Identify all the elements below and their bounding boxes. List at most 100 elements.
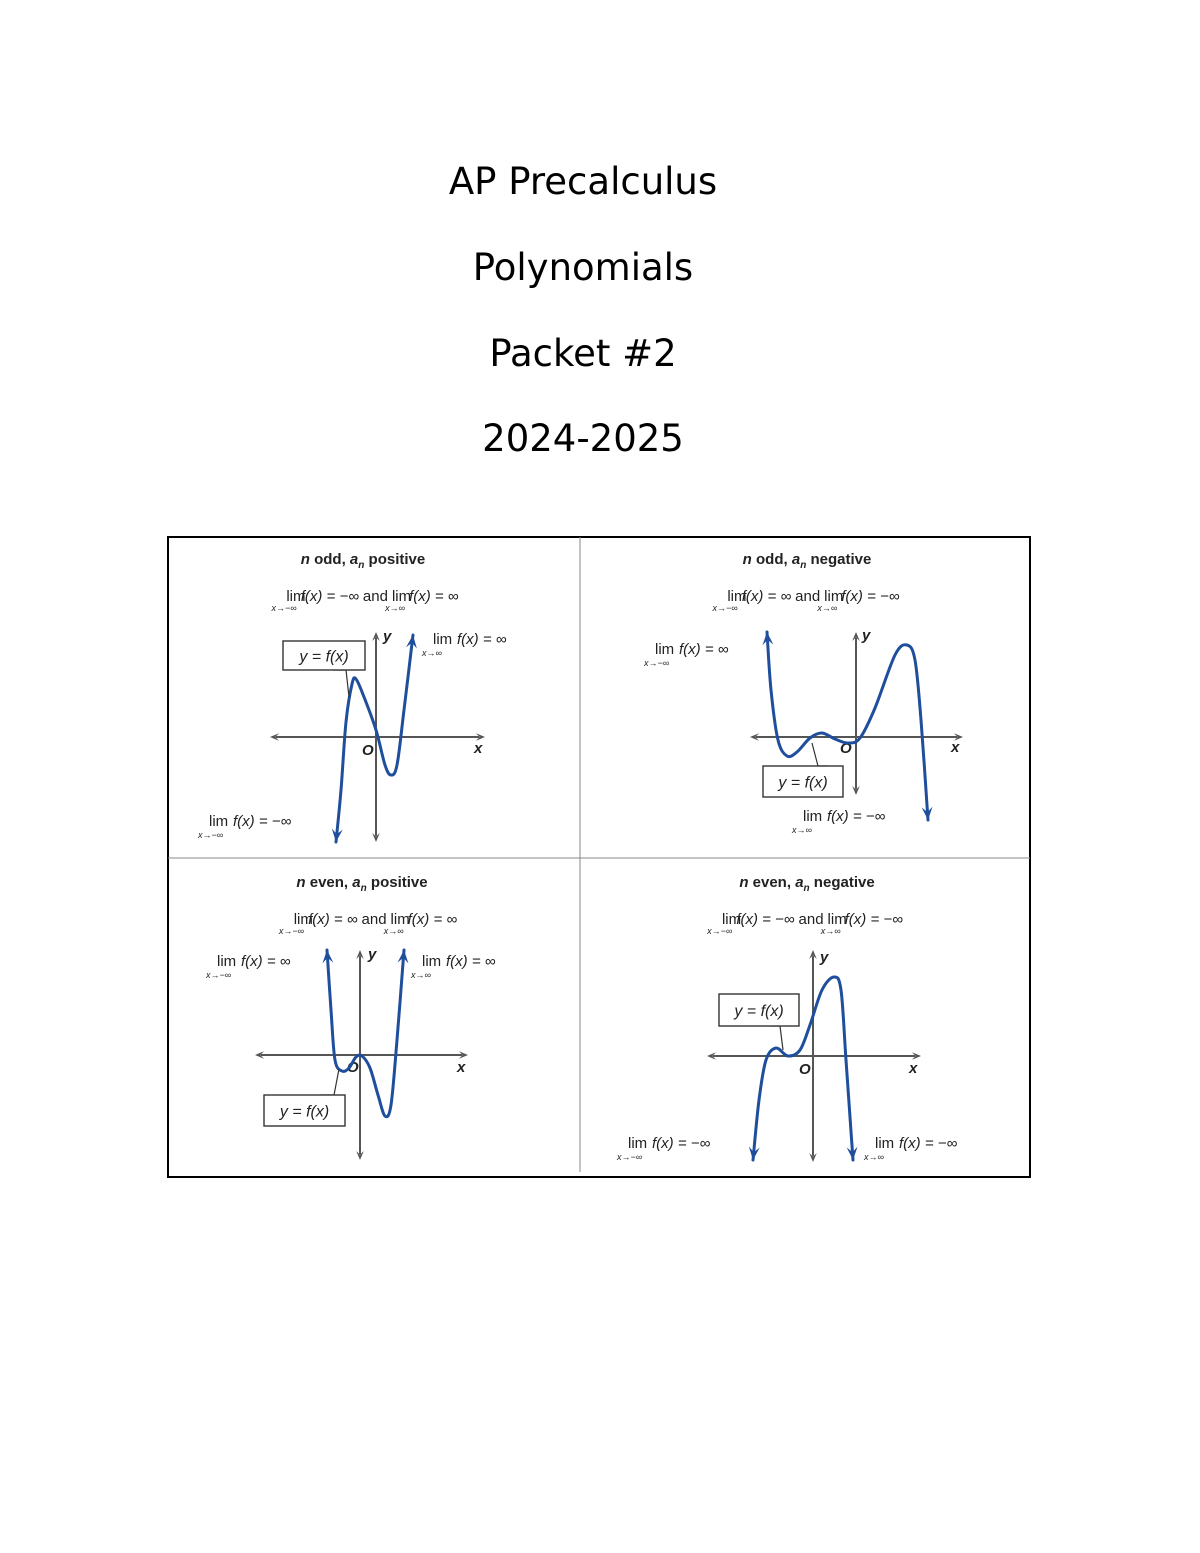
limit-expression: f(x) = −∞ [899, 1135, 958, 1152]
title-text: even, [306, 874, 353, 891]
x-axis-left-arrow-icon [270, 733, 279, 741]
x-axis-left-arrow-icon [707, 1052, 716, 1060]
function-label: y = f(x) [298, 649, 348, 666]
panel-title: n odd, an positive [301, 551, 425, 571]
lim-keyword: lim [392, 588, 411, 605]
limit-expression: f(x) = ∞ [742, 588, 792, 605]
lim-subscript: x→∞ [820, 926, 841, 936]
title-text: odd, [752, 551, 792, 568]
x-axis-label: x [908, 1060, 918, 1077]
y-axis-down-arrow-icon [852, 786, 860, 795]
leading-coefficient: a [795, 874, 803, 891]
lim-subscript: x→−∞ [197, 830, 223, 840]
panel-title: n odd, an negative [743, 551, 872, 571]
leading-coefficient: a [352, 874, 360, 891]
function-label: y = f(x) [733, 1003, 783, 1020]
lim-keyword: lim [209, 813, 228, 830]
degree-variable: n [296, 874, 305, 891]
label-pointer [320, 1068, 340, 1096]
limit-statement: lim x→−∞f(x) = −∞ and lim x→∞f(x) = ∞ [271, 588, 459, 613]
curve-end-arrow-icon [846, 1146, 858, 1160]
limit-expression: f(x) = ∞ [308, 911, 358, 928]
limit-expression: f(x) = −∞ [301, 588, 360, 605]
lim-keyword: lim [828, 911, 847, 928]
lim-subscript: x→∞ [816, 603, 837, 613]
limit-expression: f(x) = −∞ [233, 813, 292, 830]
graph-panel-n-even-a-positive: n even, an positive lim x→−∞f(x) = ∞ and lim… [205, 874, 496, 1160]
curve-start-arrow-icon [762, 632, 774, 646]
lim-keyword: lim [824, 588, 843, 605]
degree-variable: n [739, 874, 748, 891]
end-behavior-callout: lim f(x) = ∞ x→−∞ [205, 953, 291, 980]
lim-keyword: lim [722, 911, 741, 928]
y-axis-up-arrow-icon [372, 632, 380, 641]
limit-expression: f(x) = ∞ [408, 911, 458, 928]
subscript: n [361, 883, 367, 894]
x-axis-label: x [456, 1059, 466, 1076]
x-axis-right-arrow-icon [912, 1052, 921, 1060]
limit-expression: f(x) = ∞ [409, 588, 459, 605]
subscript: n [358, 560, 364, 571]
lim-keyword: lim [655, 641, 674, 658]
y-axis-label: y [367, 946, 377, 963]
curve-end-arrow-icon [921, 806, 933, 820]
polynomial-curve [765, 630, 930, 822]
x-axis-left-arrow-icon [255, 1051, 264, 1059]
limit-statement: lim x→−∞f(x) = ∞ and lim x→∞f(x) = ∞ [278, 911, 458, 936]
figure-border [167, 536, 1031, 1178]
x-axis-right-arrow-icon [476, 733, 485, 741]
conjunction: and [799, 911, 824, 928]
lim-keyword: lim [433, 631, 452, 648]
lim-subscript: x→∞ [410, 970, 431, 980]
x-axis-left-arrow-icon [750, 733, 759, 741]
subscript: n [800, 560, 806, 571]
conjunction: and [362, 911, 387, 928]
y-axis-label: y [819, 949, 829, 966]
lim-subscript: x→∞ [384, 603, 405, 613]
y-axis-down-arrow-icon [356, 1151, 364, 1160]
limit-expression: f(x) = −∞ [841, 588, 900, 605]
degree-variable: n [301, 551, 310, 568]
end-behavior-figure: n odd, an positive lim x→−∞f(x) = −∞ and lim… [167, 536, 1031, 1178]
limit-expression: f(x) = −∞ [736, 911, 795, 928]
curve-end-arrow-icon [406, 635, 417, 649]
x-axis-label: x [950, 739, 960, 756]
label-pointer [333, 669, 350, 698]
panel-title: n even, an negative [739, 874, 874, 894]
degree-variable: n [743, 551, 752, 568]
limit-expression: f(x) = ∞ [241, 953, 291, 970]
title-text: even, [748, 874, 795, 891]
y-axis-down-arrow-icon [372, 833, 380, 842]
lim-subscript: x→−∞ [712, 603, 738, 613]
polynomial-curve [751, 975, 855, 1162]
lim-keyword: lim [727, 588, 746, 605]
title-sign: positive [364, 551, 425, 568]
lim-subscript: x→−∞ [205, 970, 231, 980]
limit-expression: f(x) = −∞ [652, 1135, 711, 1152]
curve-start-arrow-icon [748, 1146, 760, 1160]
lim-keyword: lim [286, 588, 305, 605]
y-axis-up-arrow-icon [852, 632, 860, 641]
topic-title: Polynomials [472, 246, 694, 289]
end-behavior-callout: lim f(x) = ∞ x→∞ [421, 631, 507, 658]
curve-start-arrow-icon [322, 950, 334, 964]
end-behavior-callout: lim f(x) = −∞ x→−∞ [616, 1135, 711, 1162]
x-axis-right-arrow-icon [954, 733, 963, 741]
limit-expression: f(x) = ∞ [446, 953, 496, 970]
end-behavior-callout: lim f(x) = ∞ x→−∞ [643, 641, 729, 668]
function-label-box [762, 765, 844, 798]
end-behavior-callout: lim f(x) = −∞ x→∞ [863, 1135, 958, 1162]
limit-expression: f(x) = −∞ [827, 808, 886, 825]
panel-title: n even, an positive [296, 874, 427, 894]
y-axis-down-arrow-icon [809, 1153, 817, 1162]
lim-subscript: x→∞ [863, 1152, 884, 1162]
title-text: odd, [310, 551, 350, 568]
lim-subscript: x→−∞ [271, 603, 297, 613]
origin-label: O [347, 1059, 359, 1076]
conjunction: and [795, 588, 820, 605]
function-label: y = f(x) [777, 775, 827, 792]
